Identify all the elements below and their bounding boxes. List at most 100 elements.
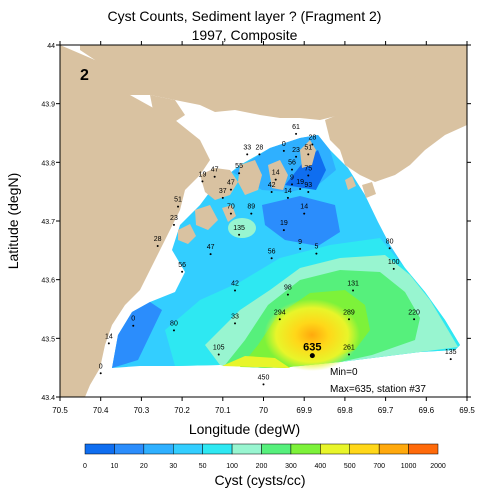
station-marker (181, 270, 184, 273)
colorbar-tick-label: 20 (140, 463, 148, 470)
x-tick-label: 69.8 (337, 406, 353, 415)
station-value-label: 47 (227, 180, 235, 187)
station-value-label: 28 (256, 144, 264, 151)
x-tick-label: 69.9 (296, 406, 312, 415)
station-marker (347, 318, 350, 321)
station-marker (270, 190, 273, 193)
station-value-label: 56 (268, 248, 276, 255)
station-value-label: 14 (300, 204, 308, 211)
station-marker (282, 149, 285, 152)
station-value-label: 80 (170, 320, 178, 327)
station-marker (392, 267, 395, 270)
station-marker (295, 155, 298, 158)
x-tick-label: 69.7 (378, 406, 394, 415)
station-marker (307, 190, 310, 193)
colorbar-swatch (143, 443, 174, 455)
station-value-label: 9 (290, 174, 294, 181)
station-value-label: 100 (388, 259, 400, 266)
station-marker (290, 183, 293, 186)
station-marker (282, 229, 285, 232)
station-value-label: 56 (178, 262, 186, 269)
panel-label: 2 (80, 67, 89, 84)
station-marker (229, 188, 232, 191)
title-line-2: 1997, Composite (191, 27, 298, 43)
station-marker (221, 196, 224, 199)
colorbar-swatch (84, 443, 115, 455)
station-value-label: 47 (207, 244, 215, 251)
station-marker (172, 223, 175, 226)
station-marker (234, 289, 237, 292)
colorbar-tick-label: 100 (226, 463, 238, 470)
y-tick-label: 43.6 (41, 278, 55, 285)
station-value-label: 0 (99, 363, 103, 370)
x-tick-label: 70 (259, 406, 268, 415)
colorbar-swatch (202, 443, 233, 455)
station-marker (278, 318, 281, 321)
x-tick-label: 69.6 (419, 406, 435, 415)
station-value-label: 93 (304, 182, 312, 189)
station-marker (352, 289, 355, 292)
colorbar-tick-label: 50 (199, 463, 207, 470)
station-marker (217, 353, 220, 356)
station-value-label: 220 (408, 309, 420, 316)
y-tick-label: 43.9 (41, 102, 55, 109)
station-value-label: 55 (235, 163, 243, 170)
y-axis: 44 43.9 43.8 43.7 43.6 43.5 43.4 (41, 43, 471, 402)
station-marker (413, 318, 416, 321)
station-marker (299, 188, 302, 191)
station-marker (270, 257, 273, 260)
station-marker (234, 322, 237, 325)
x-axis: 70.5 70.4 70.3 70.2 70.1 70 69.9 69.8 69.7 69.6 69… (52, 41, 475, 415)
x-tick-label: 70.1 (215, 406, 231, 415)
y-axis-label: Latitude (degN) (5, 172, 21, 270)
y-tick-label: 43.8 (41, 160, 55, 167)
station-value-label: 28 (154, 236, 162, 243)
station-value-label: 0 (282, 141, 286, 148)
station-value-label: 131 (347, 281, 359, 288)
colorbar-swatch (173, 443, 203, 455)
station-value-label: 19 (280, 220, 288, 227)
station-marker (246, 153, 249, 156)
station-marker (309, 353, 315, 359)
station-marker (295, 132, 298, 135)
y-tick-label: 43.5 (41, 336, 55, 343)
station-value-label: 105 (213, 344, 225, 351)
land (60, 45, 467, 397)
colorbar-tick-label: 300 (285, 463, 297, 470)
station-marker (201, 180, 204, 183)
x-tick-label: 70.3 (134, 406, 150, 415)
station-marker (172, 329, 175, 332)
station-marker (388, 247, 391, 250)
title-line-1: Cyst Counts, Sediment layer ? (Fragment … (107, 8, 382, 24)
station-marker (250, 212, 253, 215)
colorbar-swatch (408, 443, 439, 455)
station-marker (299, 247, 302, 250)
station-marker (290, 168, 293, 171)
colorbar-tick-label: 200 (256, 463, 268, 470)
contour-field (112, 135, 460, 371)
max-annotation: Max=635, station #37 (330, 384, 426, 395)
station-value-label: 42 (231, 281, 239, 288)
colorbar-tick-label: 0 (83, 463, 87, 470)
colorbar-label: Cyst (cysts/cc) (214, 472, 306, 488)
station-value-label: 135 (445, 349, 457, 356)
station-marker (286, 293, 289, 296)
station-marker (274, 178, 277, 181)
station-marker (209, 253, 212, 256)
station-value-label: 28 (308, 134, 316, 141)
station-marker (99, 372, 102, 375)
station-marker (311, 143, 314, 146)
station-value-label: 56 (288, 160, 296, 167)
colorbar-tick-label: 500 (344, 463, 356, 470)
station-marker (238, 172, 241, 175)
station-value-label: 23 (292, 147, 300, 154)
station-value-label: 450 (258, 374, 270, 381)
station-marker (132, 324, 135, 327)
station-value-label: 14 (105, 333, 113, 340)
colorbar: 0 10 20 30 50 100 200 300 400 500 700 1000 2000 (83, 443, 446, 470)
station-value-label: 294 (274, 309, 286, 316)
station-value-label: 33 (243, 144, 251, 151)
station-marker (307, 174, 310, 177)
